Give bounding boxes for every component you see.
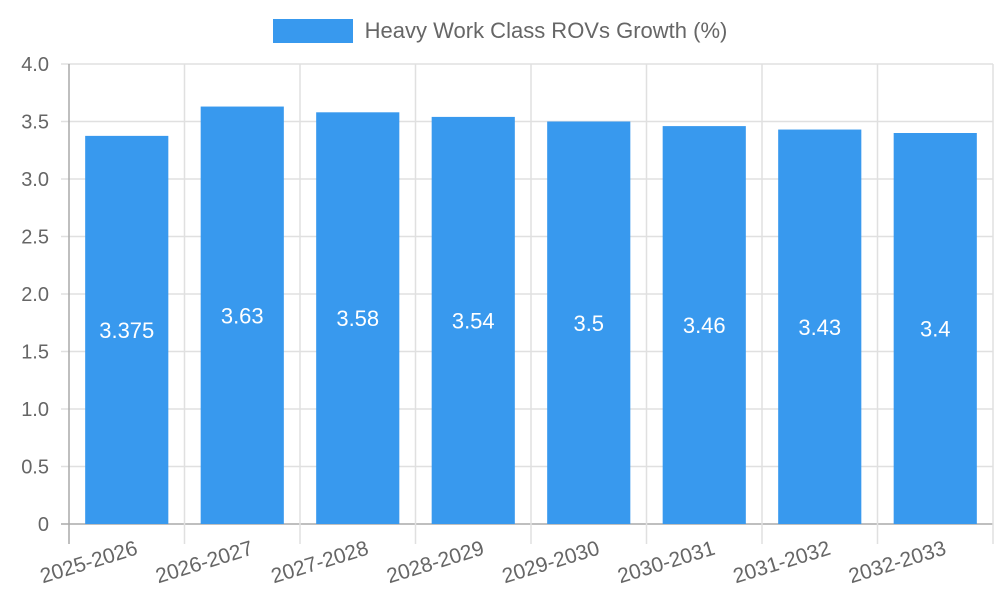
- bar[interactable]: [85, 135, 169, 524]
- bar[interactable]: [316, 112, 400, 525]
- y-tick-label: 0.5: [21, 457, 49, 479]
- bar-value-label: 3.4: [920, 317, 951, 342]
- y-tick-label: 0: [38, 514, 49, 536]
- bar-value-label: 3.58: [336, 306, 379, 331]
- x-tick-label: 2029-2030: [499, 537, 602, 588]
- bar-value-label: 3.375: [99, 318, 154, 343]
- x-tick-label: 2030-2031: [615, 537, 718, 588]
- bar[interactable]: [778, 129, 862, 525]
- x-tick-label: 2027-2028: [268, 537, 371, 588]
- bar[interactable]: [662, 126, 746, 524]
- x-tick-label: 2026-2027: [153, 537, 256, 588]
- bar-value-label: 3.54: [452, 308, 495, 333]
- bar[interactable]: [893, 133, 977, 524]
- y-tick-label: 1.0: [21, 399, 49, 421]
- bar-value-label: 3.43: [798, 315, 841, 340]
- chart-legend[interactable]: Heavy Work Class ROVs Growth (%): [0, 18, 1000, 44]
- y-tick-label: 4.0: [21, 54, 49, 76]
- bar[interactable]: [200, 106, 284, 525]
- y-tick-label: 3.5: [21, 112, 49, 134]
- x-tick-label: 2031-2032: [730, 537, 833, 588]
- bar-value-label: 3.63: [221, 303, 264, 328]
- bar-value-label: 3.5: [573, 311, 604, 336]
- y-tick-label: 1.5: [21, 342, 49, 364]
- y-tick-label: 3.0: [21, 169, 49, 191]
- legend-swatch: [272, 19, 353, 43]
- x-tick-label: 2025-2026: [37, 537, 140, 588]
- y-tick-label: 2.5: [21, 227, 49, 249]
- bar[interactable]: [547, 121, 631, 525]
- x-tick-label: 2028-2029: [384, 537, 487, 588]
- legend-label: Heavy Work Class ROVs Growth (%): [364, 18, 728, 43]
- bar[interactable]: [431, 116, 515, 525]
- x-tick-label: 2032-2033: [846, 537, 949, 588]
- y-tick-label: 2.0: [21, 284, 49, 306]
- bar-value-label: 3.46: [683, 313, 726, 338]
